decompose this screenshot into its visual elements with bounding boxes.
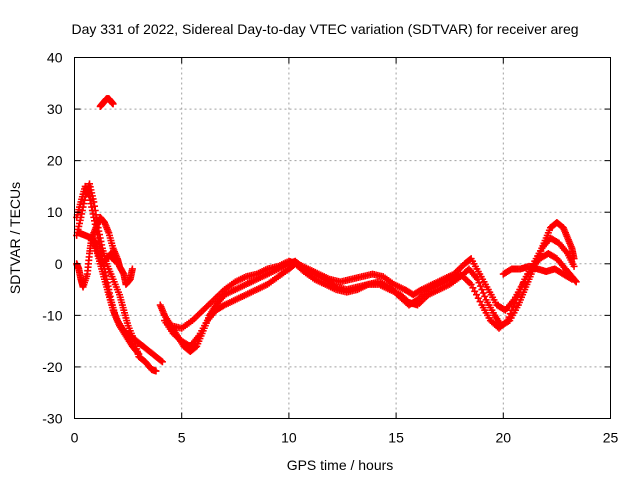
x-tick-label: 15 xyxy=(388,430,404,446)
y-tick-label: 40 xyxy=(47,50,63,66)
plot-frame xyxy=(74,57,611,419)
series-cluster xyxy=(96,95,117,110)
x-tick-label: 25 xyxy=(603,430,619,446)
x-tick-label: 5 xyxy=(178,430,186,446)
x-tick-label: 20 xyxy=(496,430,512,446)
data-point xyxy=(506,310,514,318)
data-point xyxy=(479,289,487,297)
data-point xyxy=(508,306,516,314)
chart-title: Day 331 of 2022, Sidereal Day-to-day VTE… xyxy=(71,21,578,37)
y-tick-label: -10 xyxy=(42,307,62,323)
data-point xyxy=(566,274,574,282)
data-point xyxy=(109,100,117,108)
y-tick-label: -30 xyxy=(42,411,62,427)
data-point xyxy=(476,282,484,290)
y-tick-label: 10 xyxy=(47,204,63,220)
data-point xyxy=(572,278,580,286)
x-axis-title: GPS time / hours xyxy=(287,457,394,473)
data-point xyxy=(570,262,578,270)
data-point xyxy=(134,349,142,357)
x-tick-label: 0 xyxy=(71,430,79,446)
y-tick-label: 30 xyxy=(47,101,63,117)
data-point xyxy=(502,318,510,326)
data-point xyxy=(111,257,119,265)
data-point xyxy=(157,357,165,365)
series-track-9 xyxy=(499,262,576,283)
y-axis-title: SDTVAR / TECUs xyxy=(7,182,23,294)
data-point xyxy=(128,265,136,273)
series-track-8 xyxy=(167,249,580,332)
data-point xyxy=(505,313,513,321)
y-tick-label: 20 xyxy=(47,153,63,169)
data-point xyxy=(152,367,160,375)
data-point xyxy=(568,275,576,283)
data-point xyxy=(158,358,166,366)
x-tick-label: 10 xyxy=(281,430,297,446)
data-point xyxy=(135,350,143,358)
axis-ticks: 0 5 10 15 20 25 -30 -20 -10 0 10 20 30 40 xyxy=(42,50,618,446)
series-track-5 xyxy=(75,229,119,268)
y-tick-label: 0 xyxy=(55,256,63,272)
data-point xyxy=(478,286,486,294)
data-point xyxy=(504,317,512,325)
y-tick-label: -20 xyxy=(42,359,62,375)
grid xyxy=(74,57,611,419)
data-point xyxy=(475,279,483,287)
data-point xyxy=(481,292,489,300)
data-points xyxy=(73,95,580,375)
